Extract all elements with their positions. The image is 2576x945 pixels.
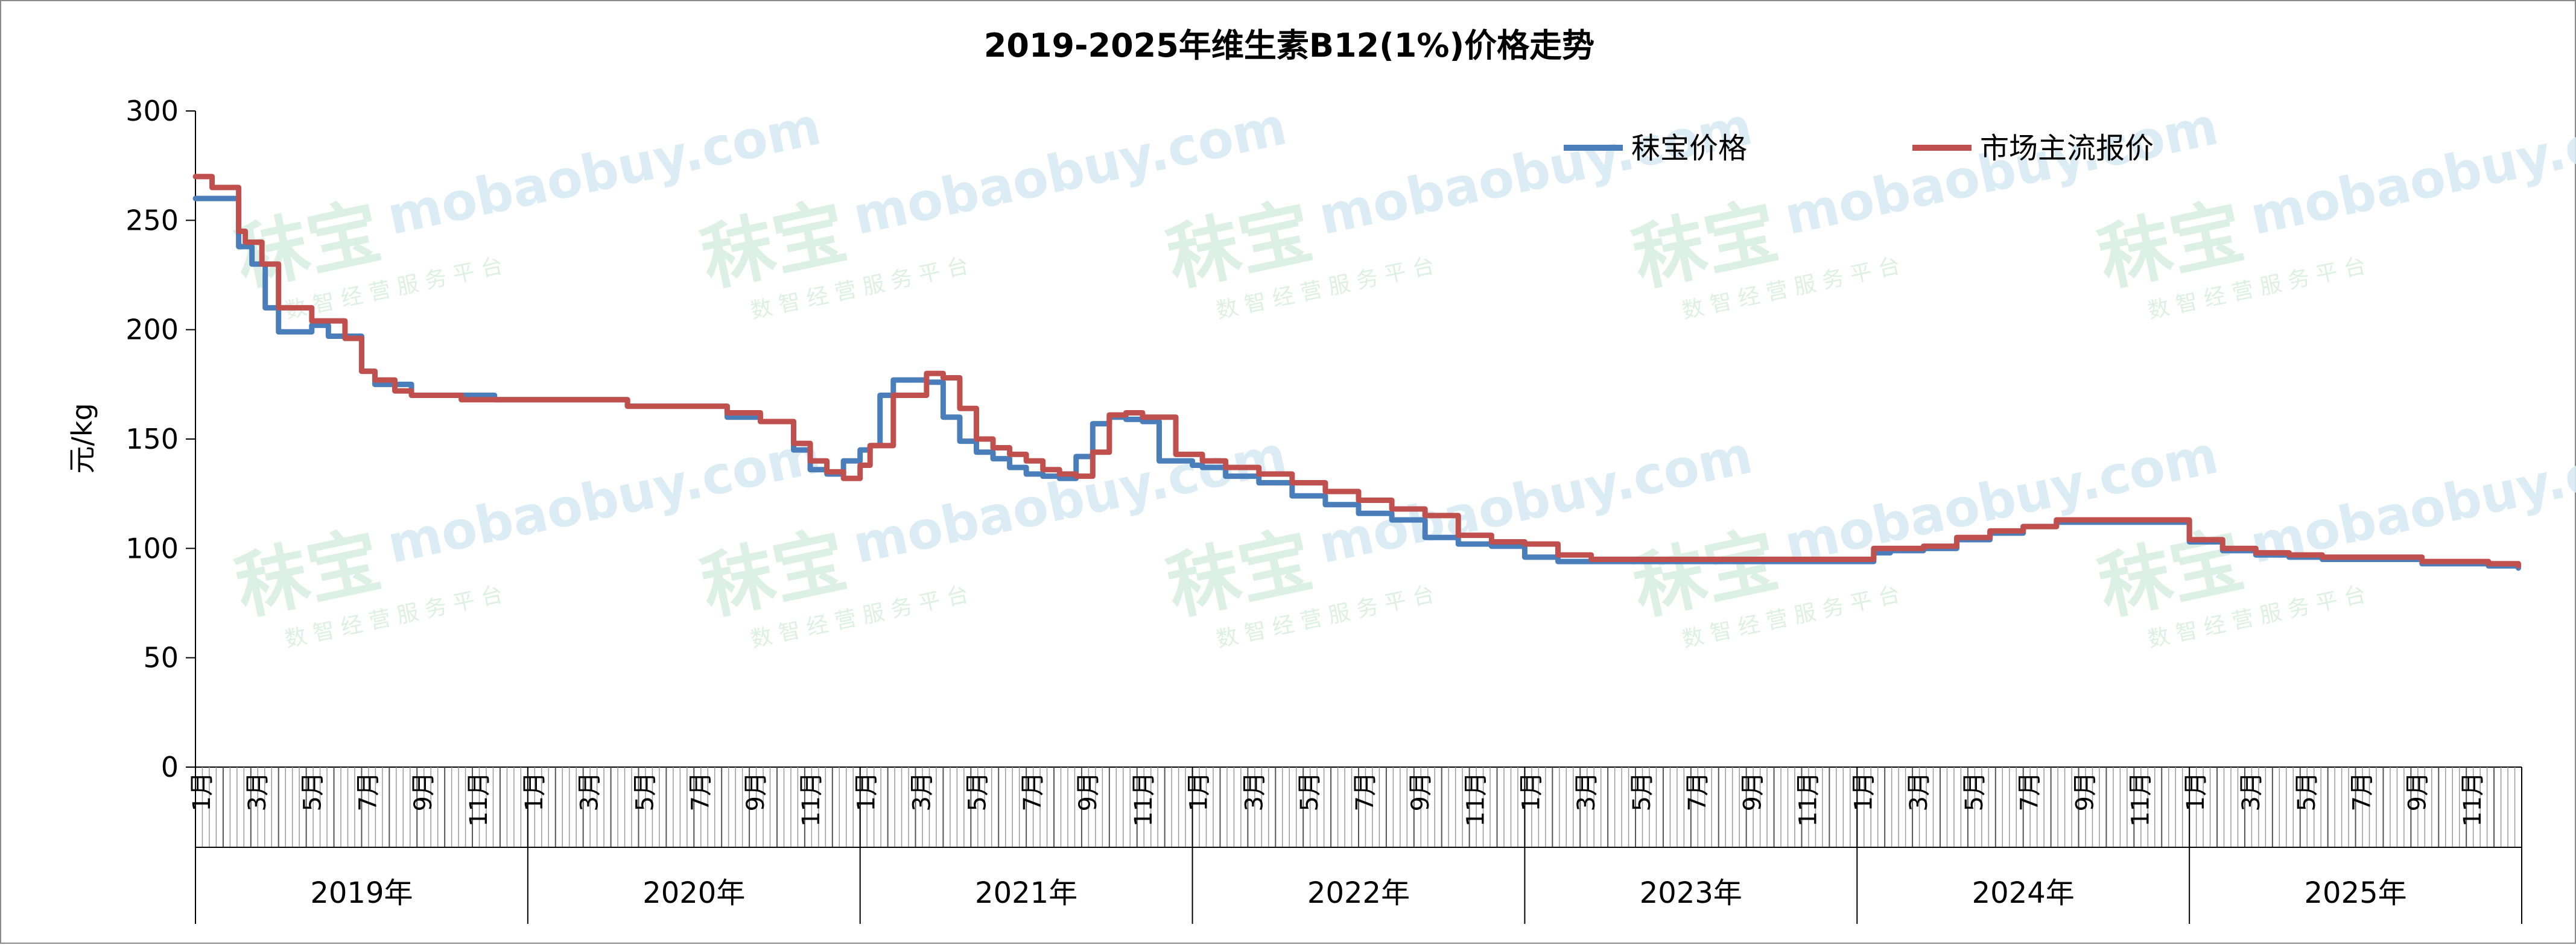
x-month-label: 9月	[2403, 772, 2431, 811]
x-month-label: 7月	[1684, 772, 1712, 811]
y-tick-label: 150	[125, 423, 179, 455]
x-axis: 1月 3月 5月 7月 9月 11月 2019年 1月 3月 5月 7月 9月 11月 2020年 1月 3月…	[188, 766, 2522, 924]
x-month-label: 3月	[1240, 772, 1268, 811]
y-axis: 0 50 100 150 200 250 300	[125, 95, 196, 783]
legend-label-1: 秣宝价格	[1631, 131, 1747, 165]
x-month-label: 9月	[1407, 772, 1435, 811]
x-month-label: 3月	[2238, 772, 2265, 811]
x-year-label: 2019年	[310, 876, 413, 910]
x-month-label: 3月	[1573, 772, 1600, 811]
x-month-label: 1月	[1850, 772, 1877, 811]
y-tick-label: 250	[125, 204, 179, 236]
y-axis-label: 元/kg	[66, 403, 98, 473]
x-month-label: 1月	[1185, 772, 1213, 811]
x-month-label: 1月	[521, 772, 548, 811]
x-year-label: 2024年	[1972, 876, 2075, 910]
y-tick-label: 300	[125, 95, 179, 127]
x-month-label: 7月	[2016, 772, 2044, 811]
chart-title: 2019-2025年维生素B12(1%)价格走势	[984, 27, 1594, 65]
x-month-label: 7月	[687, 772, 714, 811]
x-month-label: 5月	[1628, 772, 1656, 811]
x-month-label: 9月	[410, 772, 437, 811]
y-tick-label: 100	[125, 532, 179, 564]
x-month-label: 5月	[2293, 772, 2321, 811]
x-month-label: 5月	[631, 772, 659, 811]
x-month-label: 3月	[909, 772, 936, 811]
watermark-layer: 秣宝mobaobuy.com数 智 经 营 服 务 平 台秣宝mobaobuy.…	[229, 96, 2576, 652]
x-month-label: 5月	[1961, 772, 1988, 811]
x-month-label: 11月	[2459, 772, 2487, 827]
x-month-label: 1月	[1517, 772, 1545, 811]
y-tick-label: 0	[161, 751, 179, 783]
legend-label-2: 市场主流报价	[1980, 131, 2154, 165]
x-year-label: 2023年	[1640, 876, 1742, 910]
x-year-label: 2022年	[1307, 876, 1410, 910]
x-month-label: 3月	[576, 772, 604, 811]
x-month-label: 7月	[1351, 772, 1379, 811]
x-month-label: 11月	[465, 772, 493, 827]
x-month-label: 7月	[2349, 772, 2376, 811]
x-month-label: 1月	[2182, 772, 2210, 811]
x-month-label: 3月	[244, 772, 271, 811]
y-tick-label: 200	[125, 314, 179, 346]
x-month-label: 9月	[1074, 772, 1102, 811]
series-layer	[192, 174, 2521, 571]
x-month-label: 11月	[2127, 772, 2154, 827]
chart-legend: 秣宝价格 市场主流报价	[1564, 131, 2154, 165]
x-month-label: 9月	[742, 772, 770, 811]
x-year-label: 2021年	[975, 876, 1077, 910]
x-month-label: 3月	[1905, 772, 1933, 811]
x-month-label: 11月	[1130, 772, 1158, 827]
x-month-label: 1月	[188, 772, 216, 811]
x-month-label: 11月	[1462, 772, 1490, 827]
x-month-label: 5月	[1296, 772, 1324, 811]
x-month-label: 5月	[963, 772, 991, 811]
x-month-label: 7月	[1019, 772, 1047, 811]
x-month-label: 1月	[853, 772, 881, 811]
x-month-label: 9月	[1739, 772, 1767, 811]
y-tick-label: 50	[143, 642, 179, 674]
series-line-2	[192, 174, 2521, 569]
x-month-label: 11月	[1794, 772, 1822, 827]
x-month-label: 11月	[798, 772, 825, 827]
x-year-label: 2020年	[642, 876, 745, 910]
watermark-site: mobaobuy.com	[2245, 96, 2576, 247]
x-month-label: 7月	[354, 772, 382, 811]
x-month-label: 5月	[299, 772, 327, 811]
x-month-label: 9月	[2072, 772, 2099, 811]
x-year-label: 2025年	[2304, 876, 2406, 910]
